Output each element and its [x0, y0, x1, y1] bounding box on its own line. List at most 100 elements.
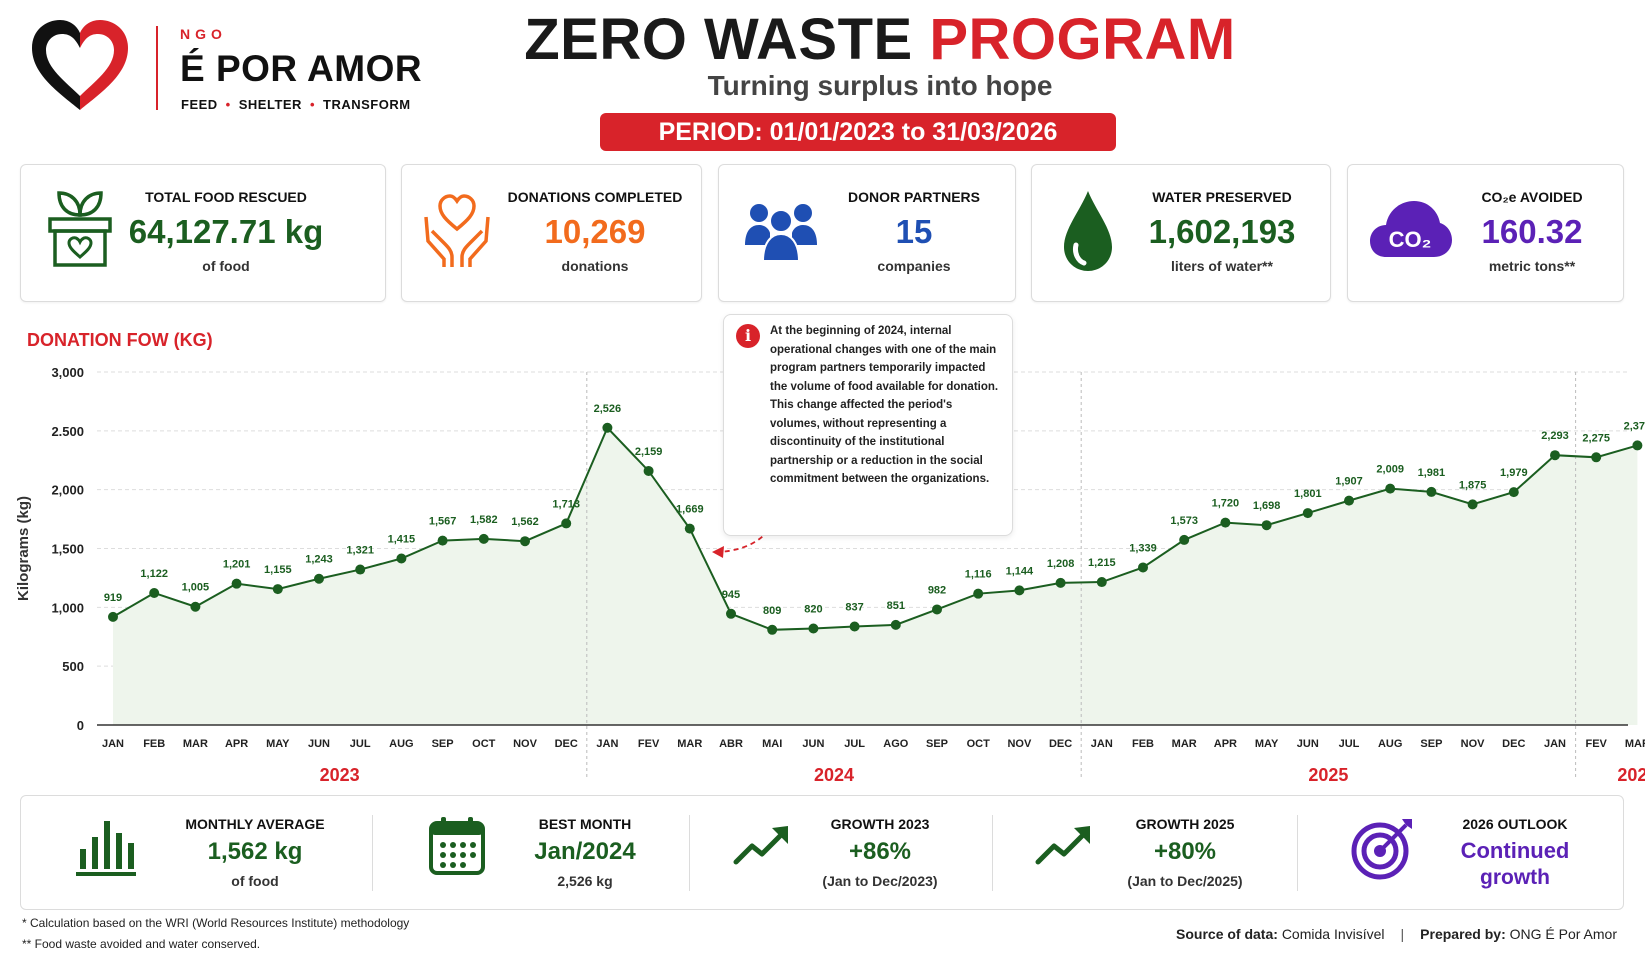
- x-tick-label: JUN: [1297, 738, 1319, 750]
- data-label: 1,720: [1212, 498, 1240, 510]
- data-label: 1,122: [140, 568, 168, 580]
- annotation-arrow: [719, 505, 781, 553]
- y-tick-label: 1,000: [51, 600, 84, 615]
- title-part1: ZERO WASTE: [524, 7, 913, 72]
- data-label: 1,243: [305, 554, 333, 566]
- x-tick-label: ABR: [719, 738, 743, 750]
- data-label: 2,275: [1582, 432, 1610, 444]
- summary-value: 1,562 kg: [207, 838, 303, 865]
- title-part2: PROGRAM: [929, 7, 1236, 72]
- data-point: [1055, 577, 1066, 588]
- year-label: 2025: [1308, 765, 1348, 785]
- x-tick-label: OCT: [967, 738, 991, 750]
- chart-title: DONATION FOW (KG): [27, 330, 213, 350]
- page-title: ZERO WASTE PROGRAM: [500, 6, 1260, 73]
- data-label: 1,144: [1006, 565, 1034, 577]
- data-label: 1,201: [223, 559, 251, 571]
- trend-up-icon: [733, 826, 788, 865]
- data-label: 1,339: [1129, 542, 1157, 554]
- heart-hands-icon: [424, 194, 490, 267]
- data-point: [1179, 534, 1190, 545]
- svg-text:CO₂: CO₂: [1389, 227, 1432, 252]
- data-label: 2,159: [635, 446, 663, 458]
- data-label: 851: [887, 600, 905, 612]
- x-tick-label: FEB: [143, 738, 165, 750]
- data-point: [1632, 440, 1643, 451]
- data-label: 1,907: [1335, 476, 1363, 488]
- x-tick-label: JAN: [1544, 738, 1566, 750]
- data-point: [973, 588, 984, 599]
- kpi-unit: metric tons**: [1488, 258, 1576, 274]
- x-tick-label: MAY: [266, 738, 290, 750]
- x-tick-label: AUG: [389, 738, 413, 750]
- summary-value: +86%: [848, 838, 912, 865]
- data-label: 1,669: [676, 504, 704, 516]
- x-tick-label: JAN: [1091, 738, 1113, 750]
- kpi-unit: of food: [202, 258, 250, 274]
- summary-sub: growth: [1480, 866, 1550, 889]
- trend-up-icon: [1035, 826, 1090, 865]
- x-tick-label: JUN: [802, 738, 824, 750]
- kpi-label: CO₂e AVOIDED: [1481, 189, 1583, 205]
- data-label: 1,698: [1253, 500, 1281, 512]
- period-badge: PERIOD: 01/01/2023 to 31/03/2026: [600, 113, 1116, 151]
- calendar-icon: [429, 817, 485, 875]
- y-tick-label: 500: [62, 659, 84, 674]
- summary-sub: (Jan to Dec/2025): [1127, 873, 1243, 889]
- heart-logo-icon: [32, 20, 128, 110]
- x-tick-label: OCT: [472, 738, 496, 750]
- data-point: [767, 624, 778, 635]
- y-tick-label: 1,500: [51, 542, 84, 557]
- x-tick-label: MAR: [183, 738, 208, 750]
- y-tick-label: 2,000: [51, 483, 84, 498]
- data-point: [643, 465, 654, 476]
- data-point: [726, 608, 736, 619]
- kpi-value: 10,269: [544, 213, 646, 250]
- data-label: 1,562: [511, 516, 539, 528]
- data-point: [108, 611, 118, 622]
- x-tick-label: NOV: [1007, 738, 1032, 750]
- kpi-label: DONOR PARTNERS: [848, 189, 980, 205]
- data-point: [1426, 486, 1437, 497]
- data-label: 1,801: [1294, 488, 1322, 500]
- x-tick-label: NOV: [1461, 738, 1486, 750]
- logo-divider: [156, 26, 158, 110]
- x-tick-label: FEB: [1132, 738, 1154, 750]
- x-tick-label: AUG: [1378, 738, 1402, 750]
- prepared-value: ONG É Por Amor: [1509, 926, 1617, 942]
- x-tick-label: NOV: [513, 738, 538, 750]
- footer-credits: Source of data: Comida Invisível | Prepare…: [1176, 926, 1617, 942]
- data-label: 1,415: [388, 534, 416, 546]
- x-tick-label: DEC: [1502, 738, 1525, 750]
- kpi-value: 15: [895, 213, 933, 250]
- target-icon: [1351, 819, 1412, 880]
- x-tick-label: SEP: [1420, 738, 1442, 750]
- x-tick-label: SEP: [432, 738, 454, 750]
- kpi-unit: companies: [877, 258, 951, 274]
- data-label: 919: [104, 592, 122, 604]
- data-point: [314, 573, 324, 584]
- data-point: [1591, 452, 1602, 463]
- ngo-name: É POR AMOR: [180, 48, 423, 89]
- x-tick-label: JUN: [308, 738, 330, 750]
- x-tick-label: DEC: [555, 738, 578, 750]
- data-point: [1344, 495, 1354, 506]
- summary-label: GROWTH 2023: [830, 816, 930, 832]
- y-axis-label: Kilograms (kg): [15, 496, 32, 601]
- x-tick-label: MAY: [1255, 738, 1279, 750]
- data-point: [890, 619, 901, 630]
- data-point: [520, 536, 530, 547]
- people-group-icon: [745, 204, 817, 261]
- data-point: [932, 604, 942, 615]
- data-label: 2,376: [1624, 420, 1645, 432]
- summary-sub: (Jan to Dec/2023): [822, 873, 938, 889]
- kpi-card-donations: DONATIONS COMPLETED 10,269 donations: [401, 164, 702, 302]
- annotation-text: At the beginning of 2024, internal opera…: [770, 325, 999, 485]
- data-label: 1,573: [1170, 515, 1198, 527]
- summary-label: GROWTH 2025: [1135, 816, 1235, 832]
- data-label: 837: [845, 602, 863, 614]
- kpi-value: 1,602,193: [1148, 213, 1296, 250]
- kpi-unit: liters of water**: [1171, 258, 1273, 274]
- x-tick-label: JAN: [102, 738, 124, 750]
- summary-sub: 2,526 kg: [557, 873, 613, 889]
